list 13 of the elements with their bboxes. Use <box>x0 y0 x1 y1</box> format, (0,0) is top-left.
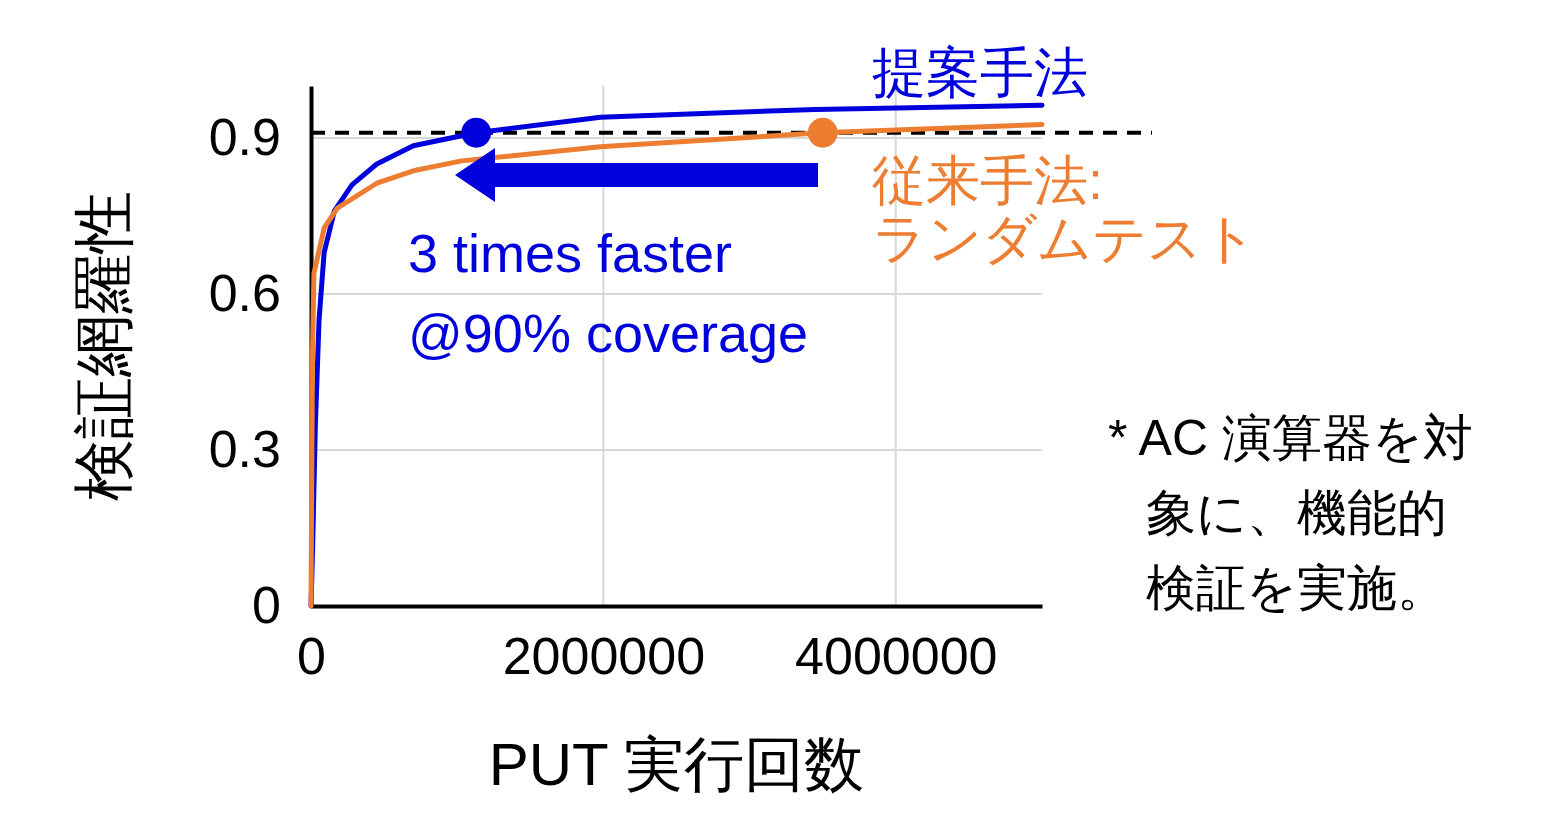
series-label: 従来手法: ランダムテスト <box>872 150 1257 269</box>
text: * AC 演算器を対象に、機能的検証を実施。 <box>1108 410 1473 616</box>
x-tick-label: 4000000 <box>795 627 998 686</box>
y-tick-label: 0.3 <box>208 420 281 479</box>
x-tick-label: 2000000 <box>502 627 706 686</box>
series-label: 提案手法 <box>872 42 1088 103</box>
x-tick-label: 0 <box>297 627 326 686</box>
y-tick-label: 0.6 <box>208 264 281 323</box>
y-axis-title: 検証網羅性 <box>69 191 138 501</box>
y-tick-label: 0 <box>252 576 281 635</box>
annotation: 3 times faster @90% coverage <box>408 223 809 363</box>
y-tick-label: 0.9 <box>208 108 281 167</box>
x-axis-title: PUT 実行回数 <box>488 731 865 798</box>
